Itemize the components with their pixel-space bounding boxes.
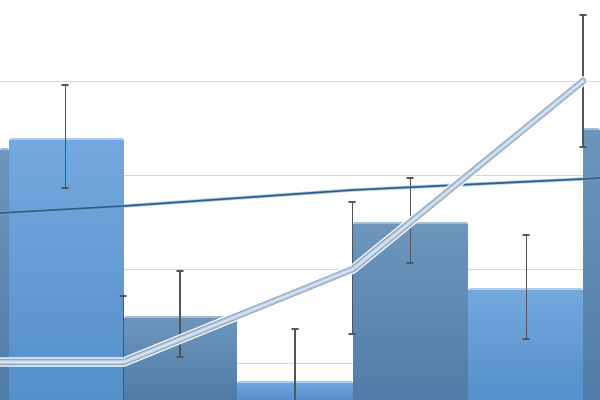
error-bar-bars-dark-c2[interactable]	[406, 177, 414, 264]
error-bar-bars-dark-c1[interactable]	[176, 270, 184, 358]
error-bar-line-thick-c3[interactable]	[579, 14, 587, 148]
error-bar-cap	[176, 356, 184, 358]
error-bar-cap	[579, 14, 587, 16]
error-bar-cap	[406, 262, 414, 264]
error-bar-bars-light-c2[interactable]	[291, 328, 299, 400]
error-bar-cap	[291, 328, 299, 330]
error-bar-line-thick-c2[interactable]	[348, 201, 356, 335]
error-bar-cap	[348, 201, 356, 203]
error-bar-cap	[406, 177, 414, 179]
error-bar-cap	[119, 295, 127, 297]
error-bar-bars-light-c1[interactable]	[61, 84, 69, 189]
error-bar-cap	[522, 234, 530, 236]
error-bar-cap	[579, 146, 587, 148]
error-bar-line-thick-c1[interactable]	[119, 295, 127, 400]
error-bar-cap	[61, 187, 69, 189]
error-bar-cap	[522, 338, 530, 340]
error-bar-cap	[61, 84, 69, 86]
error-bar-bars-light-c3[interactable]	[522, 234, 530, 340]
error-bar-cap	[348, 333, 356, 335]
error-bar-cap	[176, 270, 184, 272]
